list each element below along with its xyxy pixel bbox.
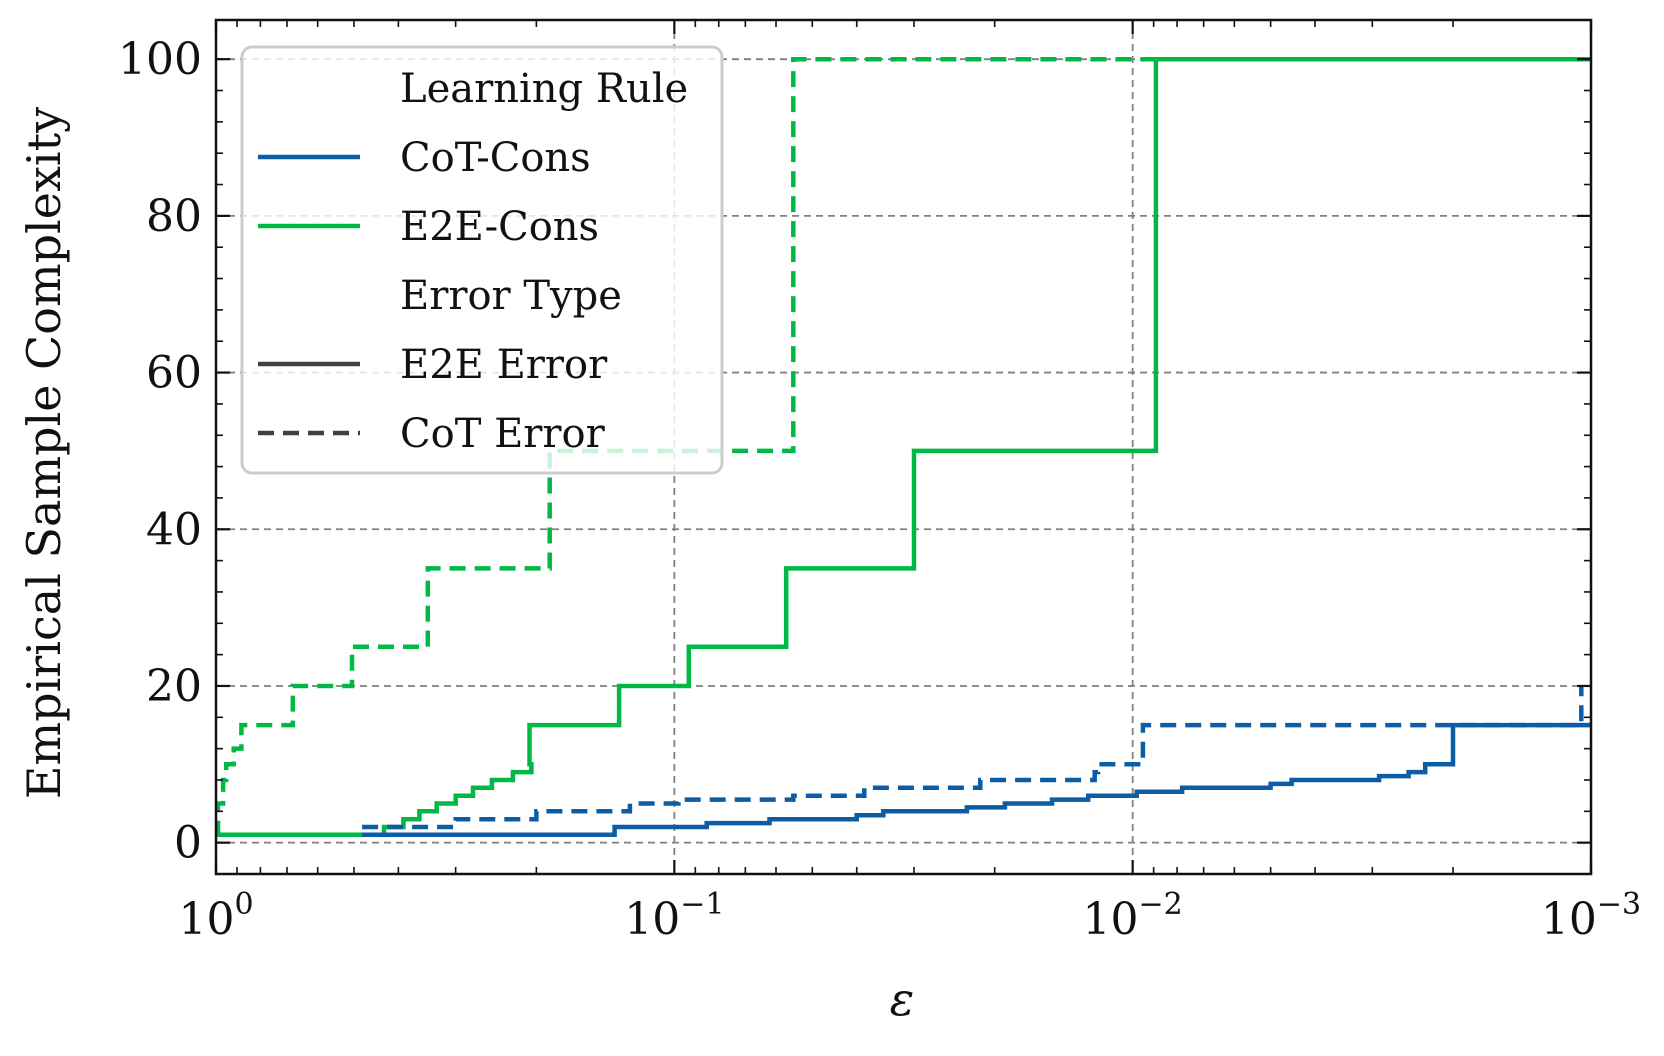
x-tick-label: 10−3 — [1541, 887, 1641, 945]
y-tick-label: 0 — [174, 818, 202, 869]
series-line-e2e-cons-cot-error — [215, 56, 1591, 838]
series-line-cot-cons-e2e-error — [362, 722, 1591, 838]
legend-item-label: CoT-Cons — [400, 135, 591, 181]
legend: Learning Rule CoT-Cons E2E-Cons Error Type E… — [240, 45, 724, 475]
y-tick-label: 80 — [146, 191, 202, 242]
plot-series — [215, 56, 1591, 838]
legend-group-title: Learning Rule — [400, 66, 688, 112]
series-line-cot-cons-cot-error — [362, 686, 1584, 830]
legend-group-title: Error Type — [400, 273, 622, 319]
y-axis-title: Empirical Sample Complexity — [17, 107, 71, 799]
plot-frame — [214, 18, 1593, 876]
legend-item-label: E2E-Cons — [400, 204, 599, 250]
y-tick-label: 60 — [146, 348, 202, 399]
axes: 0 20 40 60 80 100 100 10−1 10−2 10−3 — [118, 18, 1641, 945]
y-tick-label: 100 — [118, 34, 202, 85]
legend-item-label: CoT Error — [400, 411, 606, 457]
x-tick-label: 100 — [178, 887, 253, 945]
x-tick-label: 10−1 — [624, 887, 724, 945]
legend-box — [240, 45, 724, 475]
legend-item-label: E2E Error — [400, 342, 608, 388]
x-tick-label: 10−2 — [1083, 887, 1183, 945]
y-tick-label: 40 — [146, 504, 202, 555]
x-axis-title: ε — [890, 972, 915, 1026]
series-line-e2e-cons-e2e-error — [216, 56, 1591, 838]
y-tick-label: 20 — [146, 661, 202, 712]
